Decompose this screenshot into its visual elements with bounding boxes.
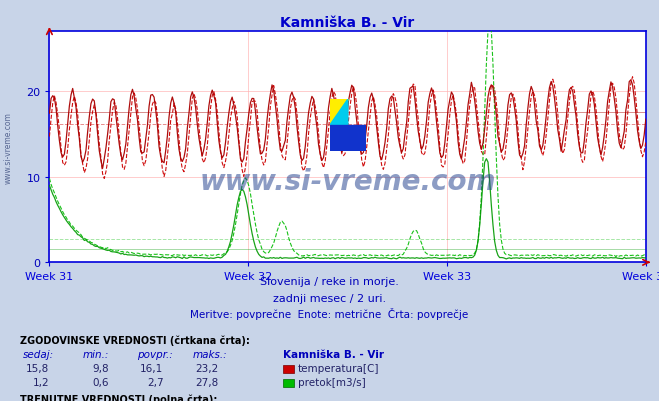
Text: 1,2: 1,2 [33,377,49,387]
Text: povpr.:: povpr.: [137,349,173,359]
Text: 2,7: 2,7 [147,377,163,387]
Text: min.:: min.: [82,349,109,359]
Text: 9,8: 9,8 [92,363,109,373]
Text: maks.:: maks.: [192,349,227,359]
Text: temperatura[C]: temperatura[C] [298,363,380,373]
Text: Meritve: povprečne  Enote: metrične  Črta: povprečje: Meritve: povprečne Enote: metrične Črta:… [190,307,469,319]
Text: 23,2: 23,2 [196,363,219,373]
Text: www.si-vreme.com: www.si-vreme.com [200,168,496,196]
Text: 0,6: 0,6 [92,377,109,387]
Polygon shape [330,126,366,152]
Text: zadnji mesec / 2 uri.: zadnji mesec / 2 uri. [273,293,386,303]
Polygon shape [330,100,348,126]
Text: 16,1: 16,1 [140,363,163,373]
Text: sedaj:: sedaj: [23,349,54,359]
Title: Kamniška B. - Vir: Kamniška B. - Vir [281,16,415,30]
Text: TRENUTNE VREDNOSTI (polna črta):: TRENUTNE VREDNOSTI (polna črta): [20,394,217,401]
Text: Slovenija / reke in morje.: Slovenija / reke in morje. [260,277,399,287]
Text: 27,8: 27,8 [196,377,219,387]
Text: pretok[m3/s]: pretok[m3/s] [298,377,366,387]
Text: 15,8: 15,8 [26,363,49,373]
Text: ZGODOVINSKE VREDNOSTI (črtkana črta):: ZGODOVINSKE VREDNOSTI (črtkana črta): [20,334,250,345]
Text: Kamniška B. - Vir: Kamniška B. - Vir [283,349,384,359]
Text: www.si-vreme.com: www.si-vreme.com [4,111,13,183]
Polygon shape [330,100,348,126]
